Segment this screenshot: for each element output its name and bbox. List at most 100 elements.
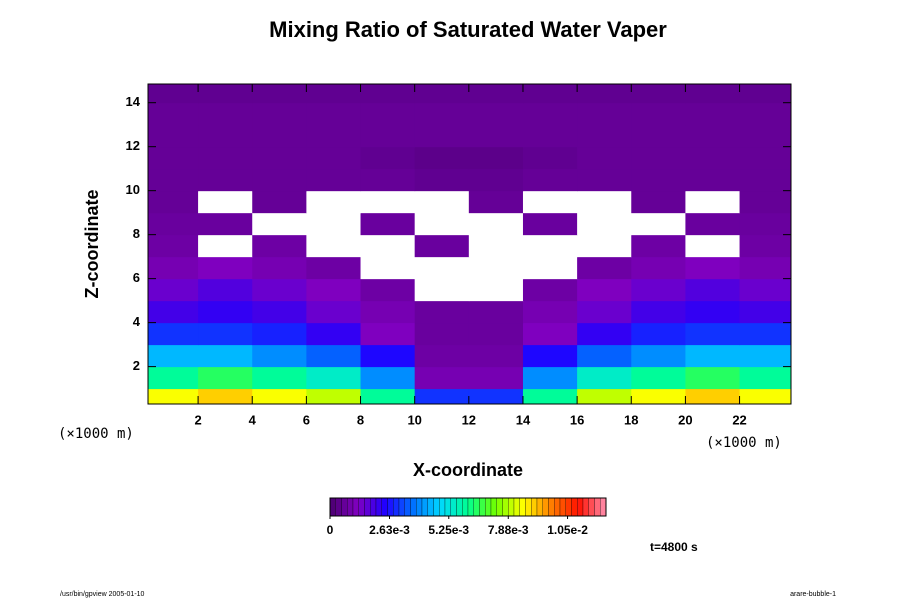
- colorbar-level: [456, 497, 463, 517]
- cell: [685, 278, 741, 302]
- cell: [739, 190, 791, 214]
- colorbar-level: [531, 497, 538, 517]
- cell: [631, 366, 686, 390]
- cell: [739, 102, 791, 126]
- cell: [360, 212, 416, 236]
- cell: [198, 190, 253, 214]
- cell: [522, 388, 578, 404]
- colorbar-level: [393, 497, 400, 517]
- cell: [631, 190, 686, 214]
- cell: [522, 344, 578, 368]
- cell: [577, 234, 632, 258]
- cell: [739, 84, 791, 104]
- y-tick-label: 6: [133, 270, 140, 285]
- cell: [468, 300, 524, 324]
- cell: [468, 190, 524, 214]
- cell: [685, 234, 741, 258]
- footer-right: arare-bubble-1: [790, 591, 836, 598]
- x-tick-label: 4: [249, 412, 257, 427]
- cell: [685, 146, 741, 170]
- colorbar-level: [427, 497, 434, 517]
- cell: [577, 168, 632, 192]
- colorbar-level: [485, 497, 492, 517]
- cell: [577, 124, 632, 148]
- cell: [198, 388, 253, 404]
- cell: [468, 366, 524, 390]
- cell: [414, 256, 470, 280]
- cell: [360, 256, 416, 280]
- cell: [577, 212, 632, 236]
- cell: [360, 322, 416, 346]
- cell: [306, 344, 362, 368]
- colorbar-level: [347, 497, 354, 517]
- y-axis-label: Z-coordinate: [82, 189, 102, 298]
- cell: [148, 190, 199, 214]
- colorbar-level: [571, 497, 578, 517]
- colorbar-level: [467, 497, 474, 517]
- cell: [577, 278, 632, 302]
- cell: [414, 102, 470, 126]
- cell: [577, 102, 632, 126]
- cell: [252, 234, 307, 258]
- cell: [252, 300, 307, 324]
- cell: [522, 256, 578, 280]
- cell: [631, 212, 686, 236]
- time-annotation: t=4800 s: [650, 540, 698, 554]
- cell: [360, 366, 416, 390]
- x-tick-label: 12: [462, 412, 476, 427]
- cell: [306, 278, 362, 302]
- colorbar-level: [375, 497, 382, 517]
- cell: [306, 146, 362, 170]
- colorbar-level: [508, 497, 515, 517]
- cell: [522, 146, 578, 170]
- cell: [577, 84, 632, 104]
- cell: [360, 344, 416, 368]
- colorbar-level: [559, 497, 566, 517]
- colorbar-level: [565, 497, 572, 517]
- cell: [631, 234, 686, 258]
- cell: [360, 300, 416, 324]
- cell: [631, 256, 686, 280]
- cell: [360, 190, 416, 214]
- cell: [414, 278, 470, 302]
- colorbar-level: [542, 497, 549, 517]
- field: [148, 84, 791, 404]
- cell: [306, 256, 362, 280]
- cell: [414, 300, 470, 324]
- cell: [577, 344, 632, 368]
- colorbar-tick-label: 5.25e-3: [428, 523, 469, 537]
- cell: [522, 234, 578, 258]
- y-unit: (×1000 m): [58, 426, 134, 442]
- cell: [198, 124, 253, 148]
- cell: [685, 190, 741, 214]
- cell: [414, 344, 470, 368]
- x-tick-label: 6: [303, 412, 310, 427]
- colorbar-level: [398, 497, 405, 517]
- colorbar-level: [519, 497, 526, 517]
- x-tick-label: 10: [407, 412, 421, 427]
- cell: [360, 84, 416, 104]
- cell: [468, 234, 524, 258]
- cell: [468, 278, 524, 302]
- cell: [198, 300, 253, 324]
- cell: [148, 212, 199, 236]
- cell: [739, 344, 791, 368]
- cell: [306, 168, 362, 192]
- cell: [306, 102, 362, 126]
- cell: [360, 102, 416, 126]
- cell: [148, 168, 199, 192]
- x-tick-label: 22: [732, 412, 746, 427]
- cell: [198, 84, 253, 104]
- colorbar-frame: [329, 497, 607, 517]
- cell: [252, 84, 307, 104]
- cell: [148, 344, 199, 368]
- colorbar-level: [502, 497, 509, 517]
- colorbar-level: [525, 497, 532, 517]
- cell: [306, 322, 362, 346]
- cell: [739, 234, 791, 258]
- chart-title: Mixing Ratio of Saturated Water Vaper: [269, 17, 667, 42]
- colorbar-level: [588, 497, 595, 517]
- colorbar-level: [444, 497, 451, 517]
